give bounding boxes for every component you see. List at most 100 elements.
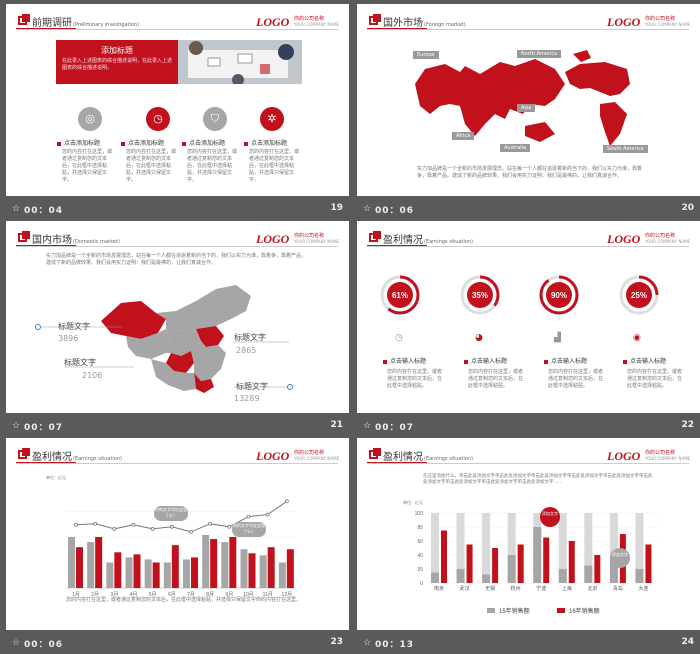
callout-bubble: 你的文字写在这里了么？ [154,506,188,521]
slide-number: 23 [330,637,343,647]
clock-icon: ◷ [146,107,170,131]
company-name: 你的公司名称 YOUR COMPANY NAME [645,450,691,461]
bar-red [568,541,575,583]
china-map [101,285,251,393]
trend-point [284,499,289,504]
pie-icon: ◕ [475,333,483,343]
slide-info-bar: ☆ 00：04 19 [6,198,349,220]
x-tick-label: 宁波 [536,585,546,592]
slide-number: 19 [330,203,343,213]
bar-gray [259,555,267,588]
unit-label: 单位：亿元 [46,475,66,480]
ring-center [546,282,572,308]
region-label: Asia [517,104,536,112]
x-tick-label: 大连 [638,585,648,592]
trend-point [227,524,232,529]
x-tick-label: 8月 [206,592,214,598]
bar-red [594,555,601,583]
slide: 盈利情况(Earnings situation) LOGO 你的公司名称 YOUR… [357,221,700,413]
bar-total-bg [507,513,516,583]
transition-icon: ☆ [12,638,21,648]
slide-header: 盈利情况(Earnings situation) LOGO 你的公司名称 YOUR… [357,438,700,468]
item-title[interactable]: 点击输入标题 [464,356,507,365]
y-tick-label: 60 [417,539,423,545]
slide-header: 前期调研(Preliminary investigation) LOGO 你的公… [6,4,349,34]
item-text: 您的内容打在这里，或者通过复制您的文本后，在此框中选择粘贴。 [627,369,683,389]
item-title[interactable]: 点击输入标题 [544,356,587,365]
bar-gray [609,558,618,583]
bar-red [76,547,83,588]
map-label: 标题文字 [236,382,268,391]
item-title[interactable]: 点击添加标题 [244,138,287,147]
ring-arc [460,275,500,315]
trend-point [189,530,193,534]
transition-icon: ☆ [363,204,372,214]
ring-value: 90% [551,291,567,300]
item-title[interactable]: 点击添加标题 [182,138,225,147]
slide-header: 盈利情况(Earnings situation) LOGO 你的公司名称 YOUR… [357,221,700,251]
item-text: 您的内容打在这里，或者通过复制您的文本后，在此框中选择粘贴。 [468,369,524,389]
map-label: 标题文字 [58,322,90,331]
alarm-icon: ◉ [633,333,641,343]
company-name: 你的公司名称 YOUR COMPANY NAME [294,450,340,461]
company-name: 你的公司名称 YOUR COMPANY NAME [294,16,340,27]
slide: 国外市场(Foreign market) LOGO 你的公司名称 YOUR COM… [357,4,700,196]
bar-red [543,537,550,583]
ring-value: 35% [472,291,488,300]
slide-info-bar: ☆ 00：06 23 [6,632,349,654]
y-tick-label: 20 [417,567,423,573]
logo-mark-icon [369,14,381,25]
region-label: Africa [452,132,475,140]
bar-gray [278,562,286,588]
transition-icon: ☆ [12,421,21,431]
callout-bubble: 你的文字写在这里了么？ [232,522,266,537]
bar-gray [87,542,95,588]
x-tick-label: 武汉 [460,585,470,592]
trend-point [112,526,117,531]
company-name: 你的公司名称 YOUR COMPANY NAME [645,233,691,244]
slide: 盈利情况(Earnings situation) LOGO 你的公司名称 YOUR… [6,438,349,630]
slide-info-bar: ☆ 00：13 24 [357,632,700,654]
item-title[interactable]: 点击输入标题 [383,356,426,365]
slide-title: 前期调研(Preliminary investigation) [32,18,140,29]
logo: LOGO [607,15,641,29]
item-title[interactable]: 点击添加标题 [57,138,100,147]
map-value: 2106 [82,371,103,380]
slide-title: 国外市场(Foreign market) [383,18,466,29]
bar-gray [507,555,516,583]
ring-center [387,282,413,308]
x-tick-label: 12月 [282,592,293,598]
bar-gray [183,559,190,588]
slide: 国内市场(Domestic market) LOGO 你的公司名称 YOUR CO… [6,221,349,413]
slide-duration: 00：04 [24,206,64,216]
x-tick-label: 北京 [587,585,597,592]
item-text: 您的内容打在这里，或者通过复制您的文本后，在此框中选择粘贴，并选择只保留文字。 [126,149,177,183]
item-text: 您的内容打在这里，或者通过复制您的文本后，在此框中选择粘贴，并选择只保留文字。 [62,149,113,183]
bar-red [286,549,294,588]
world-map [415,50,630,146]
item-text: 您的内容打在这里，或者通过复制您的文本后，在此框中选择粘贴，并选择只保留文字。 [249,149,300,183]
slide-number: 24 [681,637,694,647]
item-title[interactable]: 点击输入标题 [623,356,666,365]
legend-swatch [487,608,495,613]
bar-red [133,554,141,588]
bar-red [229,537,237,588]
bar-total-bg [431,513,439,583]
trend-line [75,500,288,533]
city-bar-chart: 0 20 40 60 80 100 南京 武汉 无锡 杭州 宁波 上海 北京 青岛 大连 15年销售额 16年销… [415,511,657,615]
bar-gray [163,562,171,588]
slide-duration: 00：06 [24,640,64,650]
item-title[interactable]: 点击添加标题 [121,138,164,147]
region-label: North America [517,50,562,58]
region-label: Europe [413,51,439,59]
body-text: 实力加品牌是一个全新的市场发展理念。站在每一个人都在追逐着新的当下的，我们以实力… [46,253,307,266]
bar-gray [106,562,114,588]
logo-mark-icon [18,231,30,242]
slide-info-bar: ☆ 00：07 21 [6,415,349,437]
body-text: 您的内容打在这里，或者通过复制您的文本后，在此框中选择粘贴，并选择只保留文字你的… [66,597,302,603]
bar-red [248,553,256,588]
map-label: 标题文字 [234,333,266,342]
slide-number: 21 [330,420,343,430]
bar-total-bg [482,513,491,583]
